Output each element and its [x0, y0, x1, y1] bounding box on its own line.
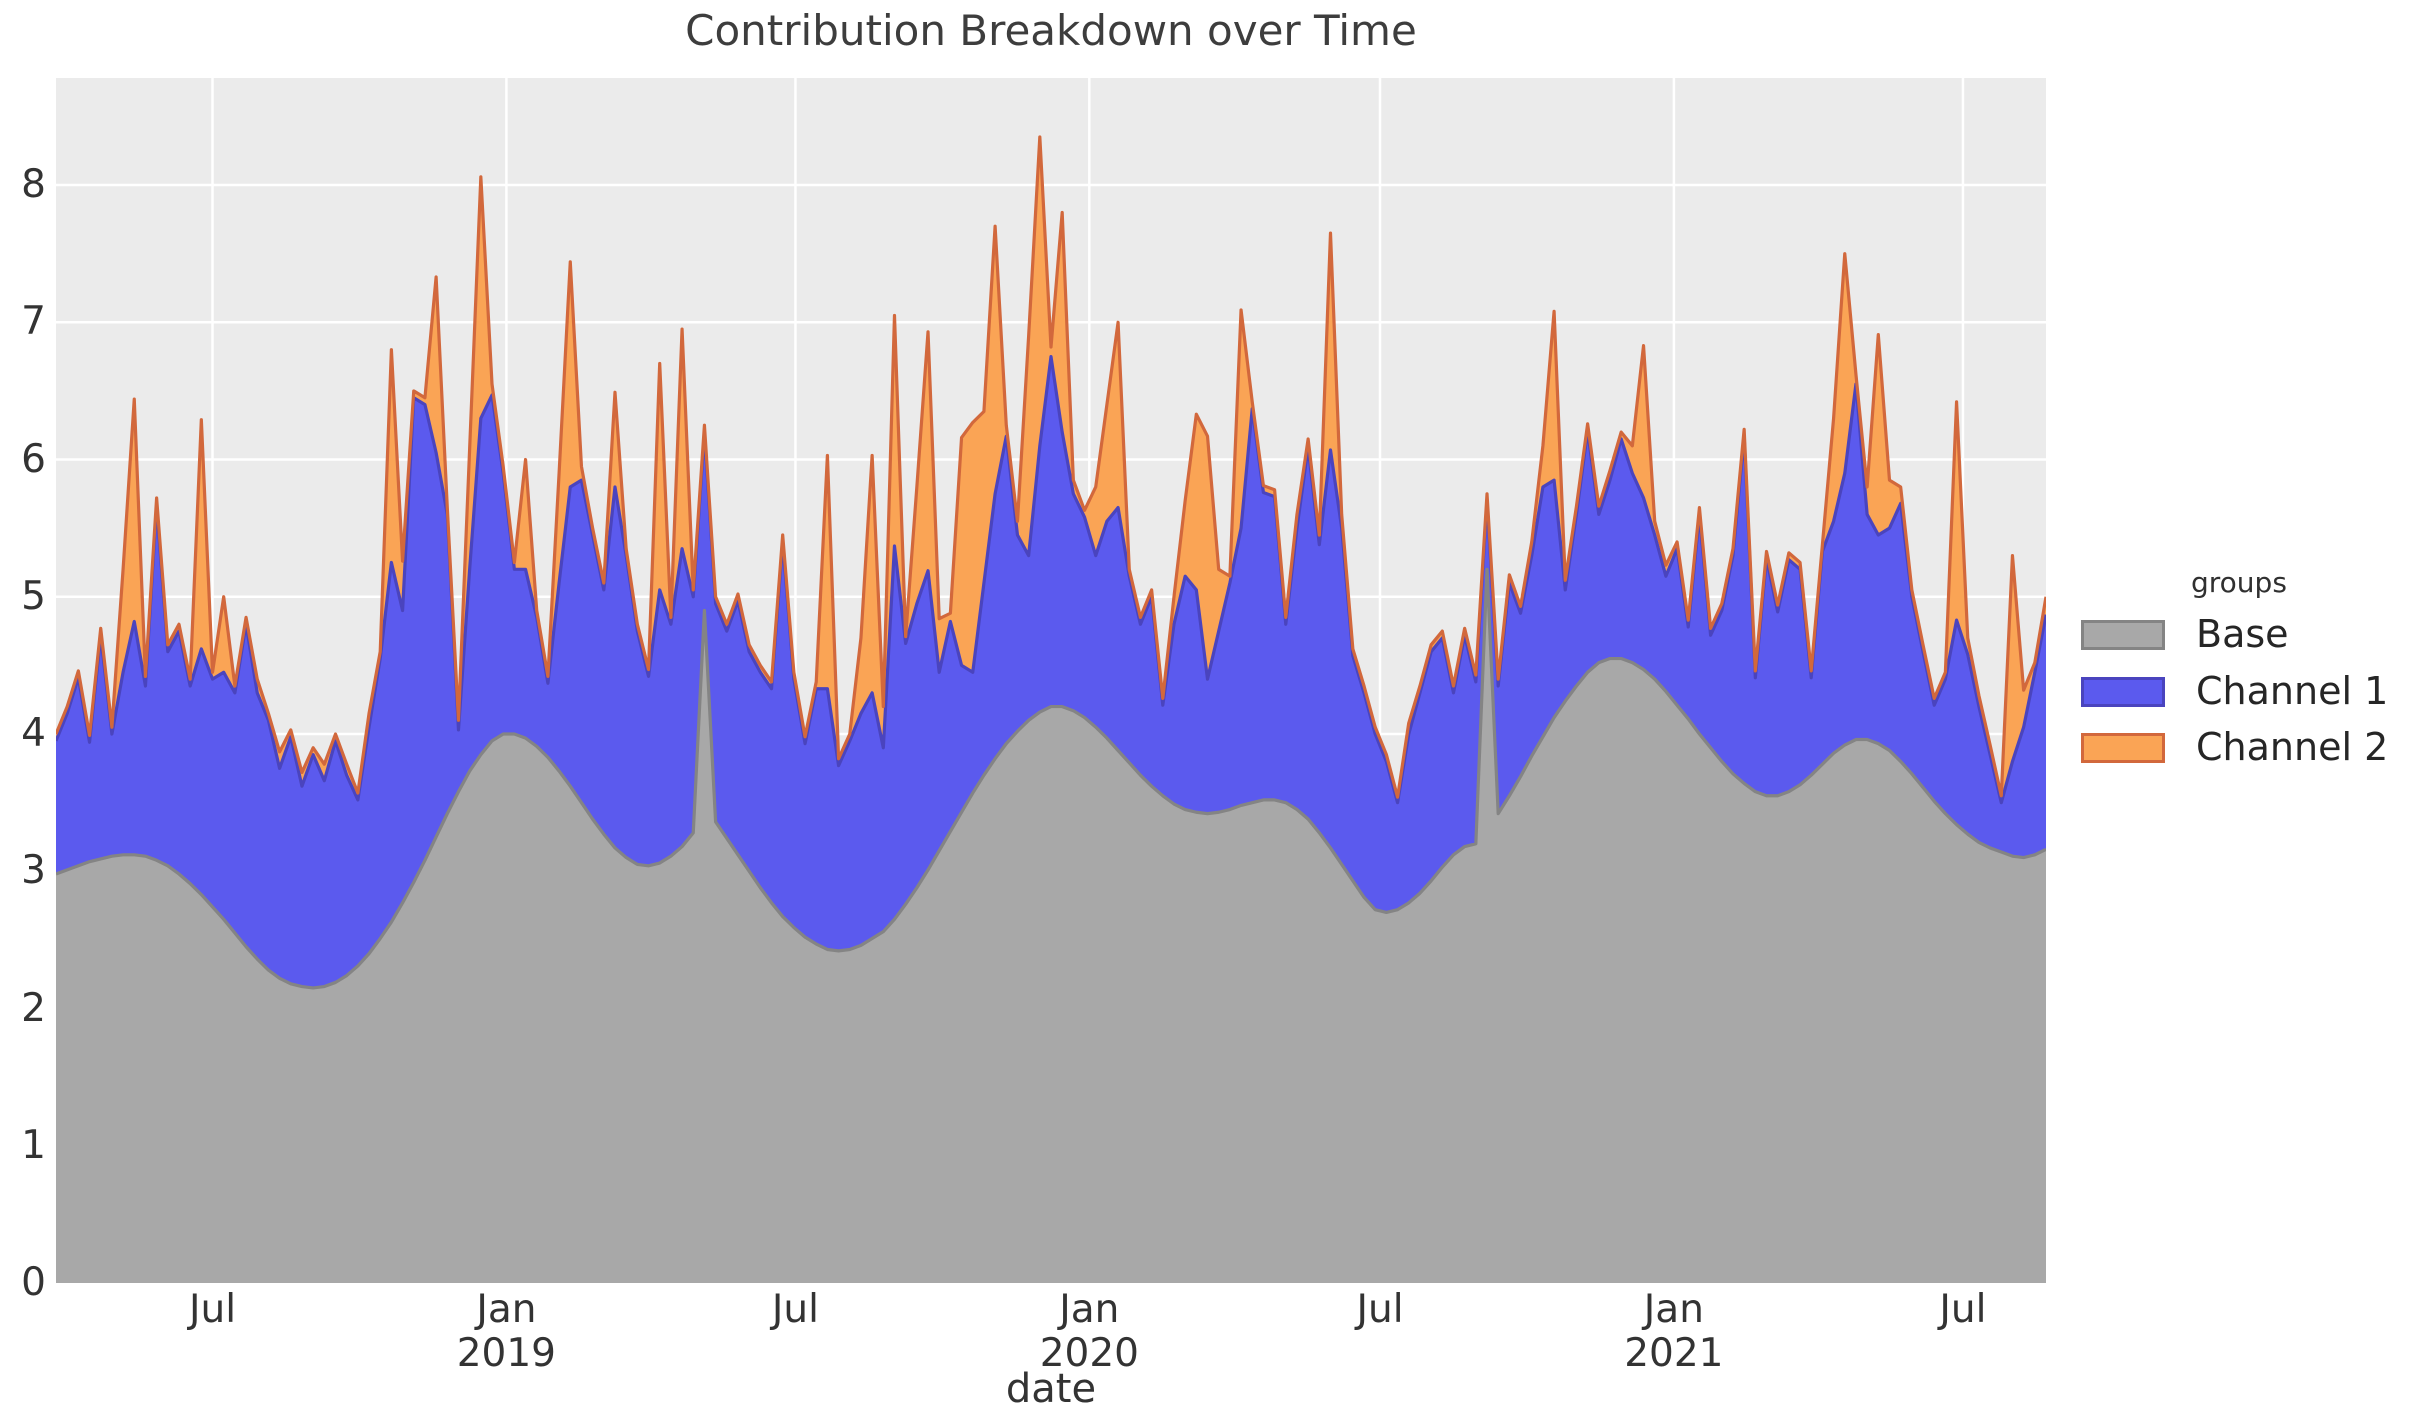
x-tick-month: Jan [476, 1287, 537, 1332]
y-tick-label: 8 [21, 162, 46, 208]
y-tick-label: 0 [21, 1260, 46, 1305]
x-tick-year: 2021 [1624, 1331, 1724, 1376]
x-tick-label: Jul [1300, 1288, 1460, 1332]
x-tick-month: Jul [1939, 1287, 1987, 1332]
y-tick-label: 4 [21, 711, 46, 757]
x-tick-month: Jan [1643, 1287, 1704, 1332]
line-channel-1 [56, 355, 2046, 805]
x-tick-year: 2020 [1039, 1331, 1139, 1376]
x-tick-year: 2019 [456, 1331, 556, 1376]
area-base [56, 569, 2046, 1283]
x-tick-label: Jan 2021 [1594, 1288, 1754, 1376]
x-tick-label: Jan 2019 [426, 1288, 586, 1376]
x-tick-month: Jul [188, 1287, 237, 1332]
y-tick-label: 3 [21, 848, 46, 894]
x-tick-month: Jan [1059, 1287, 1120, 1332]
panel-content [56, 78, 2046, 1283]
line-channel-2 [56, 135, 2046, 799]
y-tick-label: 1 [21, 1122, 46, 1168]
x-tick-month: Jul [771, 1287, 819, 1332]
x-axis-label: date [1005, 1366, 1097, 1412]
y-tick-label: 6 [21, 436, 46, 482]
x-tick-month: Jul [1356, 1287, 1404, 1332]
y-tick-label: 2 [21, 985, 46, 1031]
x-tick-label: Jan 2020 [1009, 1288, 1169, 1376]
chart-title: Contribution Breakdown over Time [685, 6, 1417, 55]
y-tick-label: 5 [21, 573, 46, 619]
line-base [56, 567, 2046, 990]
y-tick-label: 7 [21, 299, 46, 345]
x-tick-label: Jul [1883, 1288, 2043, 1332]
x-tick-label: Jul [133, 1288, 293, 1332]
x-tick-label: Jul [715, 1288, 875, 1332]
